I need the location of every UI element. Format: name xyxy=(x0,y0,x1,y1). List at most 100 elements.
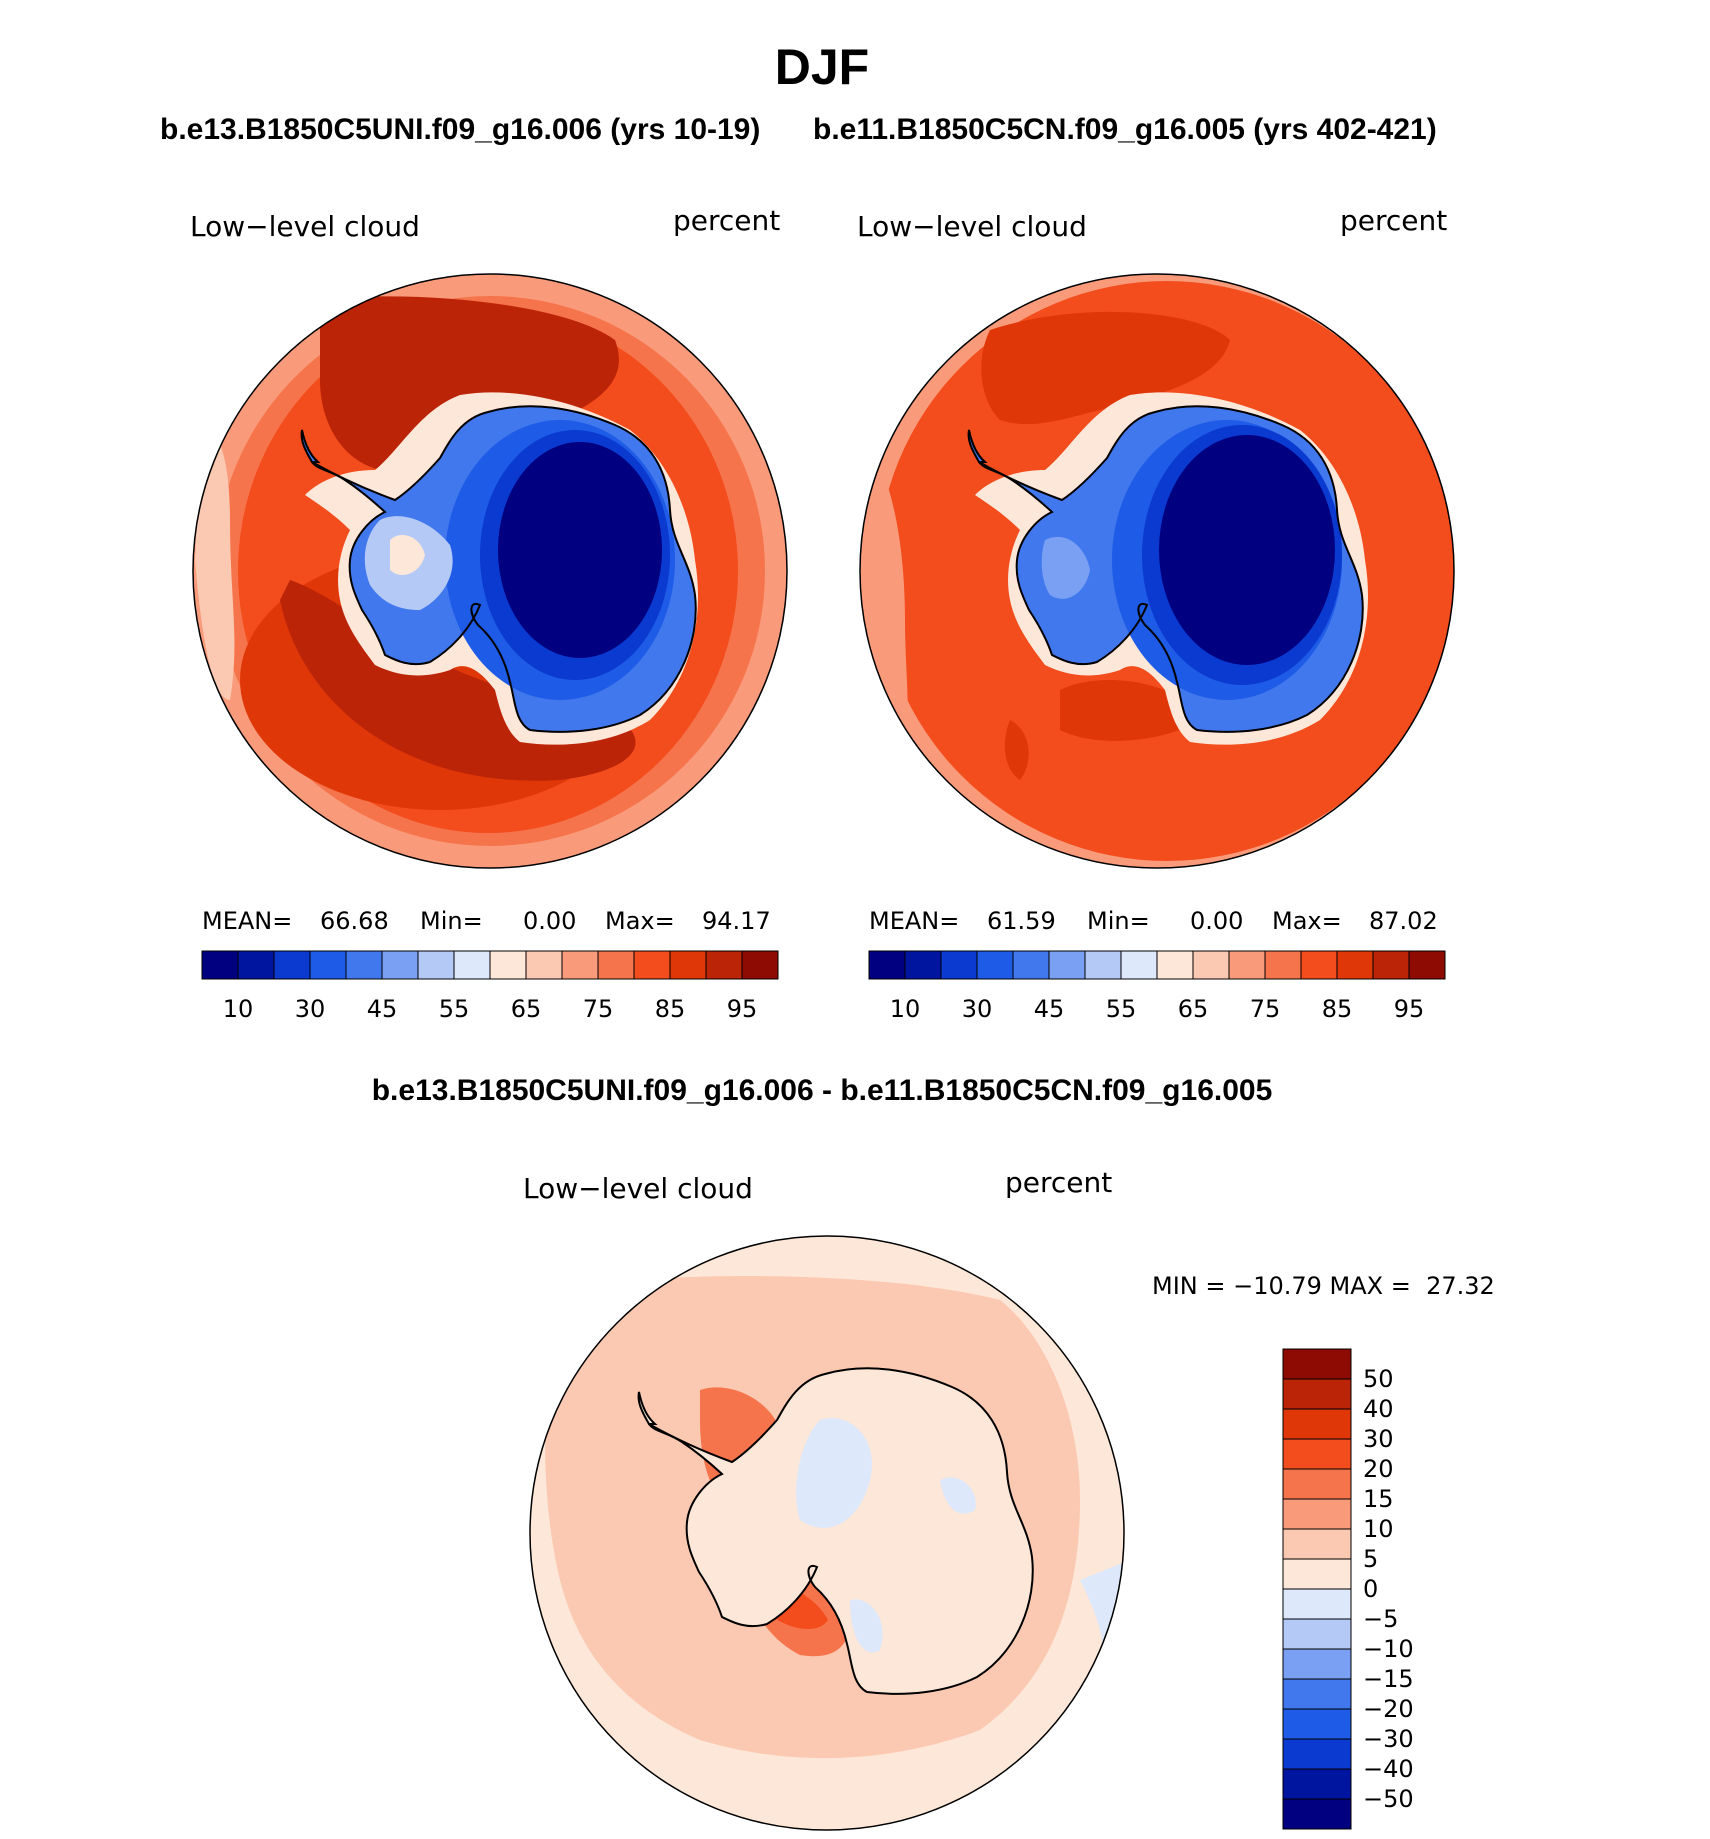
panel-a-case-title: b.e13.B1850C5UNI.f09_g16.006 (yrs 10-19) xyxy=(160,113,760,146)
panel-b-colorbar-tick-label: 30 xyxy=(962,995,993,1023)
diff-colorbar-swatch xyxy=(1282,1378,1352,1410)
panel-a-colorbar-swatch xyxy=(525,950,563,980)
panel-a-variable-label: Low−level cloud xyxy=(190,210,420,243)
panel-b-colorbar-swatch xyxy=(868,950,906,980)
diff-colorbar-tick-label: −20 xyxy=(1363,1695,1414,1723)
panel-a-colorbar-swatch xyxy=(633,950,671,980)
panel-a-colorbar-swatch xyxy=(273,950,311,980)
diff-map xyxy=(530,1236,1124,1830)
diff-colorbar-swatch xyxy=(1282,1678,1352,1710)
diff-colorbar-tick-label: −10 xyxy=(1363,1635,1414,1663)
panel-a-min-label: Min= xyxy=(420,907,483,935)
diff-colorbar-swatch xyxy=(1282,1738,1352,1770)
panel-a-colorbar-swatch xyxy=(345,950,383,980)
panel-a-colorbar-tick-label: 30 xyxy=(295,995,326,1023)
panel-a-colorbar-swatch xyxy=(237,950,275,980)
panel-a-colorbar-swatch xyxy=(381,950,419,980)
diff-colorbar-swatch xyxy=(1282,1348,1352,1380)
diff-colorbar-tick-label: 40 xyxy=(1363,1395,1394,1423)
panel-b-colorbar-swatch xyxy=(940,950,978,980)
panel-b-colorbar-swatch xyxy=(1336,950,1374,980)
panel-b-min-value: 0.00 xyxy=(1190,907,1243,935)
diff-variable-label: Low−level cloud xyxy=(523,1172,753,1205)
panel-a-max-label: Max= xyxy=(605,907,675,935)
panel-b-colorbar-tick-label: 10 xyxy=(890,995,921,1023)
panel-b-colorbar-swatch xyxy=(1120,950,1158,980)
panel-a-colorbar-tick-label: 45 xyxy=(367,995,398,1023)
panel-a-map-boundary xyxy=(192,273,788,869)
diff-colorbar-swatch xyxy=(1282,1708,1352,1740)
panel-a-mean-label: MEAN= xyxy=(202,907,292,935)
diff-title: b.e13.B1850C5UNI.f09_g16.006 - b.e11.B18… xyxy=(372,1074,1273,1107)
diff-colorbar-tick-label: 20 xyxy=(1363,1455,1394,1483)
panel-b-colorbar-swatch xyxy=(1084,950,1122,980)
panel-b-colorbar-tick-label: 65 xyxy=(1178,995,1209,1023)
panel-a-colorbar-tick-label: 10 xyxy=(223,995,254,1023)
panel-b-units-label: percent xyxy=(1340,204,1447,237)
diff-colorbar-tick-label: −5 xyxy=(1363,1605,1398,1633)
diff-minmax-text: MIN = −10.79 MAX = 27.32 xyxy=(1152,1272,1495,1300)
panel-a-colorbar: 10 30 45 55 65 75 85 95 xyxy=(201,950,779,1023)
diff-colorbar-tick-label: −40 xyxy=(1363,1755,1414,1783)
panel-b-colorbar-swatch xyxy=(976,950,1014,980)
panel-b-max-label: Max= xyxy=(1272,907,1342,935)
panel-b-map xyxy=(860,274,1454,868)
panel-b-stats: MEAN= 61.59 Min= 0.00 Max= 87.02 xyxy=(869,907,1438,935)
diff-colorbar-swatch xyxy=(1282,1438,1352,1470)
season-title: DJF xyxy=(775,39,869,95)
panel-a-colorbar-swatch xyxy=(417,950,455,980)
panel-b-colorbar-swatch xyxy=(904,950,942,980)
diff-colorbar-swatch xyxy=(1282,1768,1352,1800)
panel-a-min-value: 0.00 xyxy=(523,907,576,935)
panel-b-mean-label: MEAN= xyxy=(869,907,959,935)
diff-colorbar-swatch xyxy=(1282,1498,1352,1530)
diff-units-label: percent xyxy=(1005,1166,1112,1199)
panel-b-colorbar-swatch xyxy=(1372,950,1410,980)
panel-a-units-label: percent xyxy=(673,204,780,237)
diff-map-boundary xyxy=(529,1235,1125,1831)
panel-a-mean-value: 66.68 xyxy=(320,907,389,935)
diff-colorbar-tick-label: 50 xyxy=(1363,1365,1394,1393)
diff-colorbar-swatch xyxy=(1282,1588,1352,1620)
panel-a-colorbar-tick-label: 75 xyxy=(583,995,614,1023)
panel-a-colorbar-swatch xyxy=(597,950,635,980)
panel-b-mean-value: 61.59 xyxy=(987,907,1056,935)
panel-a-colorbar-tick-label: 85 xyxy=(655,995,686,1023)
panel-b-colorbar-swatch xyxy=(1192,950,1230,980)
panel-b-map-boundary xyxy=(859,273,1455,869)
panel-a-colorbar-tick-label: 95 xyxy=(727,995,758,1023)
panel-b-colorbar-tick-label: 85 xyxy=(1322,995,1353,1023)
panel-a-colorbar-swatch xyxy=(201,950,239,980)
diff-colorbar-tick-label: 30 xyxy=(1363,1425,1394,1453)
panel-b-colorbar-swatch xyxy=(1228,950,1266,980)
diff-colorbar-swatch xyxy=(1282,1798,1352,1830)
panel-b-colorbar-swatch xyxy=(1264,950,1302,980)
panel-b-colorbar-tick-label: 75 xyxy=(1250,995,1281,1023)
panel-b-colorbar-tick-label: 55 xyxy=(1106,995,1137,1023)
diff-colorbar-swatch xyxy=(1282,1408,1352,1440)
diff-colorbar-swatch xyxy=(1282,1558,1352,1590)
panel-b-colorbar-swatch xyxy=(1408,950,1446,980)
diff-colorbar-tick-label: 0 xyxy=(1363,1575,1378,1603)
diff-colorbar-swatch xyxy=(1282,1648,1352,1680)
panel-b-colorbar-swatch xyxy=(1048,950,1086,980)
panel-a: Low−level cloud percent MEAN= 66.68 Min=… xyxy=(190,204,788,1023)
panel-a-max-value: 94.17 xyxy=(702,907,771,935)
diff-colorbar-swatch xyxy=(1282,1468,1352,1500)
diff-colorbar-swatch xyxy=(1282,1528,1352,1560)
panel-b-colorbar-tick-label: 95 xyxy=(1394,995,1425,1023)
panel-b-colorbar-tick-label: 45 xyxy=(1034,995,1065,1023)
panel-b-colorbar-swatch xyxy=(1156,950,1194,980)
diff-colorbar-swatch xyxy=(1282,1618,1352,1650)
panel-a-colorbar-swatch xyxy=(309,950,347,980)
panel-b-min-label: Min= xyxy=(1087,907,1150,935)
diff-colorbar-tick-label: −50 xyxy=(1363,1785,1414,1813)
panel-b-colorbar: 10 30 45 55 65 75 85 95 xyxy=(868,950,1446,1023)
panel-a-colorbar-swatch xyxy=(489,950,527,980)
panel-a-stats: MEAN= 66.68 Min= 0.00 Max= 94.17 xyxy=(202,907,771,935)
diff-colorbar-tick-label: −30 xyxy=(1363,1725,1414,1753)
panel-a-colorbar-tick-label: 65 xyxy=(511,995,542,1023)
diff-colorbar-tick-label: 15 xyxy=(1363,1485,1394,1513)
